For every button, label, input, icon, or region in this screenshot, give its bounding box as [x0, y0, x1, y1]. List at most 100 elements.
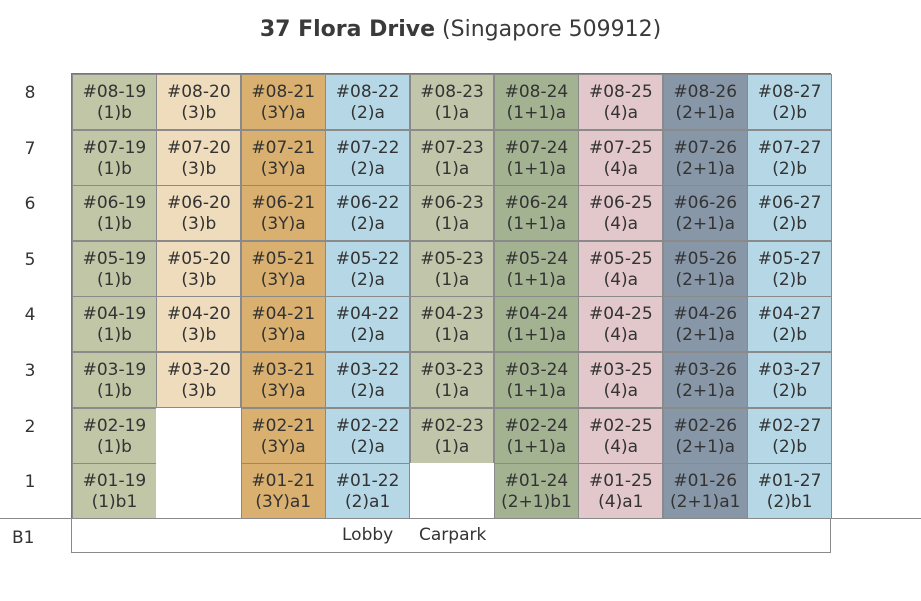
unit-cell[interactable]: #08-25 (4)a	[578, 74, 664, 131]
unit-cell[interactable]: #07-21 (3Y)a	[240, 129, 326, 186]
unit-cell[interactable]: #04-27 (2)b	[747, 296, 833, 353]
unit-cell[interactable]: #01-19 (1)b1	[72, 463, 157, 520]
unit-cell[interactable]: #04-24 (1+1)a	[494, 296, 579, 353]
unit-cell[interactable]: #04-21 (3Y)a	[240, 296, 326, 353]
unit-type: (2+1)b1	[501, 492, 572, 513]
unit-cell[interactable]: #01-21 (3Y)a1	[240, 463, 326, 520]
unit-cell[interactable]: #07-24 (1+1)a	[494, 129, 579, 186]
unit-cell[interactable]: #07-22 (2)a	[325, 129, 411, 186]
unit-cell[interactable]: #07-20 (3)b	[156, 129, 242, 186]
unit-cell[interactable]: #01-26 (2+1)a1	[662, 463, 748, 520]
unit-type: (2)a1	[344, 492, 391, 513]
unit-number: #03-25	[589, 360, 653, 380]
unit-type: (3Y)a	[260, 325, 306, 346]
unit-cell[interactable]: #08-19 (1)b	[72, 74, 157, 131]
title-sub: (Singapore 509912)	[442, 17, 662, 42]
unit-cell[interactable]: #02-27 (2)b	[747, 407, 833, 464]
unit-type: (1)a	[434, 436, 470, 457]
unit-number: #06-27	[757, 193, 822, 214]
unit-cell[interactable]: #08-23 (1)a	[409, 74, 495, 131]
unit-cell[interactable]: #07-19 (1)b	[72, 129, 157, 186]
unit-cell[interactable]: #08-21 (3Y)a	[240, 74, 326, 131]
unit-grid: #08-19 (1)b #08-20 (3)b #08-21 (3Y)a #08-22 (2)…	[71, 73, 833, 520]
unit-cell[interactable]: #04-25 (4)a	[578, 296, 664, 353]
unit-cell[interactable]: #07-23 (1)a	[409, 129, 495, 186]
unit-cell[interactable]: #06-20 (3)b	[156, 185, 242, 242]
unit-cell[interactable]: #01-25 (4)a1	[578, 463, 664, 520]
unit-number: #08-26	[673, 82, 738, 102]
unit-cell[interactable]: #04-20 (3)b	[156, 296, 242, 353]
unit-cell[interactable]: #06-24 (1+1)a	[494, 185, 579, 242]
unit-cell[interactable]: #05-27 (2)b	[747, 240, 833, 297]
unit-number: #07-19	[82, 137, 147, 158]
unit-cell[interactable]: #05-24 (1+1)a	[494, 240, 579, 297]
unit-cell[interactable]: #06-23 (1)a	[409, 185, 495, 242]
unit-cell[interactable]: #05-21 (3Y)a	[240, 240, 326, 297]
unit-cell[interactable]: #08-26 (2+1)a	[662, 74, 748, 131]
unit-cell[interactable]: #04-22 (2)a	[325, 296, 411, 353]
unit-cell[interactable]: #06-21 (3Y)a	[240, 185, 326, 242]
unit-cell[interactable]: #08-20 (3)b	[156, 74, 242, 131]
unit-cell[interactable]: #07-27 (2)b	[747, 129, 833, 186]
unit-cell[interactable]: #03-23 (1)a	[409, 352, 495, 409]
unit-type: (1)b1	[91, 492, 138, 513]
unit-cell[interactable]: #01-22 (2)a1	[325, 463, 411, 520]
unit-cell[interactable]: #02-25 (4)a	[578, 407, 664, 464]
floor-label: 7	[24, 138, 36, 159]
page-title: 37 Flora Drive (Singapore 509912)	[0, 17, 921, 42]
unit-cell[interactable]: #07-25 (4)a	[578, 129, 664, 186]
unit-cell[interactable]: #02-23 (1)a	[409, 407, 495, 464]
unit-type: (3)b	[181, 103, 217, 123]
unit-type: (2)b	[772, 381, 808, 401]
unit-cell[interactable]: #03-24 (1+1)a	[494, 352, 579, 409]
unit-cell[interactable]: #02-24 (1+1)a	[494, 407, 579, 464]
unit-cell[interactable]: #05-23 (1)a	[409, 240, 495, 297]
unit-cell[interactable]: #02-19 (1)b	[72, 407, 157, 464]
unit-cell[interactable]: #05-19 (1)b	[72, 240, 157, 297]
unit-cell[interactable]: #06-26 (2+1)a	[662, 185, 748, 242]
unit-cell[interactable]: #05-20 (3)b	[156, 240, 242, 297]
unit-number: #01-25	[589, 471, 653, 492]
unit-number: #02-22	[335, 415, 400, 436]
unit-cell[interactable]: #01-24 (2+1)b1	[494, 463, 579, 520]
unit-cell[interactable]: #08-24 (1+1)a	[494, 74, 579, 131]
unit-number: #02-24	[504, 415, 569, 436]
unit-cell[interactable]: #05-25 (4)a	[578, 240, 664, 297]
unit-number: #03-24	[504, 360, 569, 380]
unit-cell[interactable]: #03-19 (1)b	[72, 352, 157, 409]
unit-cell[interactable]: #04-19 (1)b	[72, 296, 157, 353]
unit-cell[interactable]: #08-27 (2)b	[747, 74, 833, 131]
unit-cell[interactable]: #06-25 (4)a	[578, 185, 664, 242]
unit-type: (1+1)a	[506, 325, 567, 346]
unit-cell[interactable]: #03-26 (2+1)a	[662, 352, 748, 409]
unit-cell[interactable]: #02-21 (3Y)a	[240, 407, 326, 464]
unit-number: #02-23	[420, 415, 484, 436]
unit-cell[interactable]: #05-26 (2+1)a	[662, 240, 748, 297]
unit-cell[interactable]: #03-21 (3Y)a	[240, 352, 326, 409]
unit-number: #04-23	[420, 304, 484, 325]
unit-cell[interactable]: #04-23 (1)a	[409, 296, 495, 353]
unit-cell[interactable]: #08-22 (2)a	[325, 74, 411, 131]
unit-cell[interactable]: #07-26 (2+1)a	[662, 129, 748, 186]
unit-number: #01-22	[335, 471, 400, 492]
unit-type: (4)a1	[598, 492, 644, 513]
unit-cell[interactable]: #06-27 (2)b	[747, 185, 833, 242]
unit-cell[interactable]: #02-22 (2)a	[325, 407, 411, 464]
unit-cell[interactable]: #03-27 (2)b	[747, 352, 833, 409]
unit-type: (1)b	[97, 158, 132, 179]
unit-cell[interactable]: #01-27 (2)b1	[747, 463, 833, 520]
unit-number: #07-23	[420, 137, 484, 158]
unit-type: (2)b	[772, 214, 808, 235]
unit-cell[interactable]: #03-20 (3)b	[156, 352, 242, 409]
unit-cell[interactable]: #06-19 (1)b	[72, 185, 157, 242]
unit-number: #07-20	[167, 137, 231, 158]
unit-cell[interactable]: #05-22 (2)a	[325, 240, 411, 297]
unit-type: (3Y)a	[260, 103, 306, 123]
unit-cell[interactable]: #06-22 (2)a	[325, 185, 411, 242]
unit-number: #02-25	[589, 415, 653, 436]
unit-cell[interactable]: #04-26 (2+1)a	[662, 296, 748, 353]
unit-number: #05-25	[589, 248, 653, 269]
unit-cell[interactable]: #02-26 (2+1)a	[662, 407, 748, 464]
unit-cell[interactable]: #03-22 (2)a	[325, 352, 411, 409]
unit-cell[interactable]: #03-25 (4)a	[578, 352, 664, 409]
